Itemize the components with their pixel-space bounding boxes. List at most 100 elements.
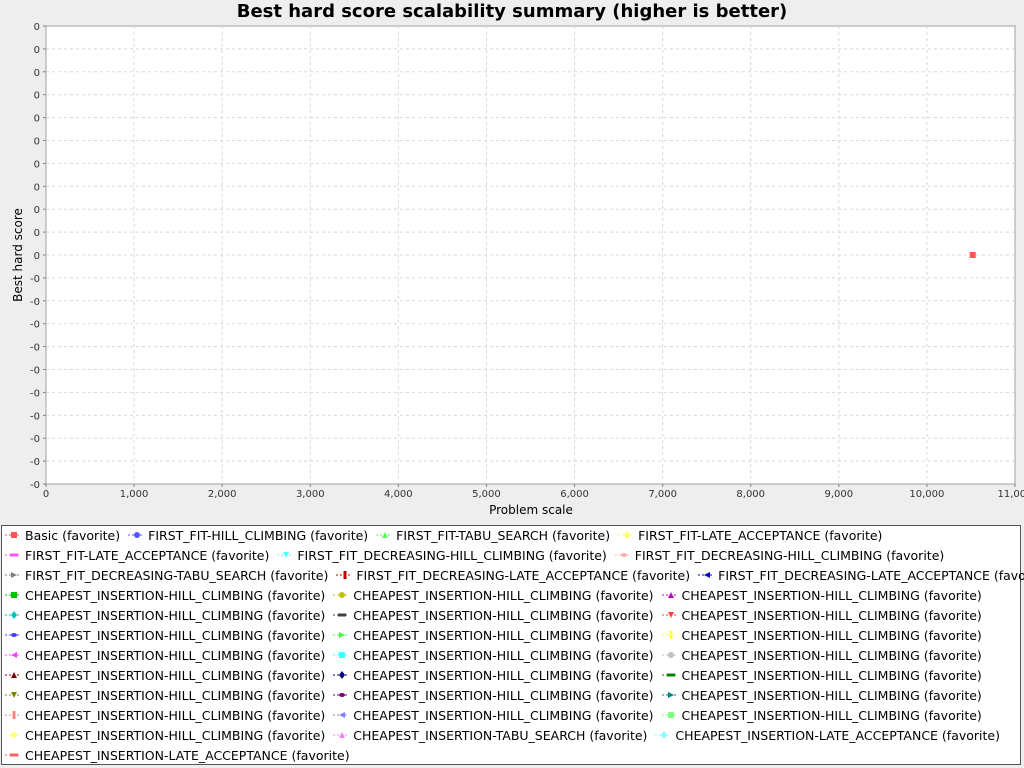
x-tick-label: 3,000 [296, 489, 325, 500]
y-tick-label: 0 [34, 159, 40, 170]
legend-marker-icon [661, 709, 678, 721]
y-tick-label: 0 [34, 182, 40, 193]
legend-label: CHEAPEST_INSERTION-HILL_CLIMBING (favori… [353, 648, 654, 663]
legend-label: CHEAPEST_INSERTION-LATE_ACCEPTANCE (favo… [675, 728, 1000, 743]
legend-row: Basic (favorite) FIRST_FIT-HILL_CLIMBING … [5, 526, 890, 546]
legend-label: CHEAPEST_INSERTION-HILL_CLIMBING (favori… [681, 608, 982, 623]
legend-marker-icon [333, 609, 350, 621]
y-tick-label: -0 [30, 480, 40, 491]
legend-item: CHEAPEST_INSERTION-HILL_CLIMBING (favori… [661, 666, 982, 686]
legend-label: CHEAPEST_INSERTION-HILL_CLIMBING (favori… [353, 708, 654, 723]
legend-marker-icon [661, 609, 678, 621]
legend-label: CHEAPEST_INSERTION-HILL_CLIMBING (favori… [25, 728, 326, 743]
legend-item: CHEAPEST_INSERTION-HILL_CLIMBING (favori… [5, 626, 325, 646]
y-tick-label: -0 [30, 457, 40, 468]
legend-row: CHEAPEST_INSERTION-HILL_CLIMBING (favori… [5, 606, 990, 626]
legend-label: CHEAPEST_INSERTION-HILL_CLIMBING (favori… [25, 708, 326, 723]
legend-marker-icon [376, 529, 393, 541]
legend-label: FIRST_FIT-TABU_SEARCH (favorite) [396, 528, 611, 543]
y-tick-label: 0 [34, 114, 40, 125]
legend-marker-icon [661, 589, 678, 601]
legend-label: CHEAPEST_INSERTION-LATE_ACCEPTANCE (favo… [25, 748, 350, 763]
legend-item: CHEAPEST_INSERTION-LATE_ACCEPTANCE (favo… [655, 726, 1000, 746]
legend-item: CHEAPEST_INSERTION-LATE_ACCEPTANCE (favo… [5, 746, 350, 766]
legend-marker-icon [5, 629, 21, 641]
legend-label: CHEAPEST_INSERTION-HILL_CLIMBING (favori… [681, 588, 982, 603]
legend-item: CHEAPEST_INSERTION-HILL_CLIMBING (favori… [661, 646, 982, 666]
legend-label: CHEAPEST_INSERTION-HILL_CLIMBING (favori… [353, 608, 654, 623]
legend-row: CHEAPEST_INSERTION-HILL_CLIMBING (favori… [5, 626, 990, 646]
legend-label: FIRST_FIT-HILL_CLIMBING (favorite) [148, 528, 369, 543]
x-tick-label: 0 [43, 489, 49, 500]
legend-marker-icon [5, 709, 21, 721]
y-tick-label: -0 [30, 388, 40, 399]
legend-marker-icon [5, 569, 21, 581]
legend-marker-icon [5, 529, 21, 541]
x-axis-label: Problem scale [489, 503, 573, 517]
legend-label: FIRST_FIT_DECREASING-LATE_ACCEPTANCE (fa… [718, 568, 1024, 583]
legend-row: CHEAPEST_INSERTION-HILL_CLIMBING (favori… [5, 646, 990, 666]
legend-marker-icon [333, 589, 350, 601]
legend-marker-icon [5, 729, 21, 741]
data-point [969, 252, 976, 258]
legend-label: FIRST_FIT_DECREASING-HILL_CLIMBING (favo… [634, 548, 945, 563]
legend-item: FIRST_FIT-TABU_SEARCH (favorite) [376, 526, 610, 546]
y-tick-label: -0 [30, 343, 40, 354]
legend-label: CHEAPEST_INSERTION-HILL_CLIMBING (favori… [353, 688, 654, 703]
legend-marker-icon [333, 649, 350, 661]
y-tick-label: -0 [30, 274, 40, 285]
legend-item: CHEAPEST_INSERTION-HILL_CLIMBING (favori… [661, 606, 982, 626]
legend-item: FIRST_FIT-LATE_ACCEPTANCE (favorite) [5, 546, 269, 566]
legend-item: CHEAPEST_INSERTION-HILL_CLIMBING (favori… [5, 666, 325, 686]
legend-label: CHEAPEST_INSERTION-HILL_CLIMBING (favori… [353, 588, 654, 603]
legend-label: CHEAPEST_INSERTION-HILL_CLIMBING (favori… [353, 668, 654, 683]
legend-item: FIRST_FIT-LATE_ACCEPTANCE (favorite) [618, 526, 882, 546]
legend-row: CHEAPEST_INSERTION-LATE_ACCEPTANCE (favo… [5, 746, 358, 766]
legend-item: CHEAPEST_INSERTION-HILL_CLIMBING (favori… [661, 706, 982, 726]
legend-marker-icon [661, 649, 678, 661]
legend-item: CHEAPEST_INSERTION-HILL_CLIMBING (favori… [333, 686, 654, 706]
legend-item: CHEAPEST_INSERTION-HILL_CLIMBING (favori… [661, 686, 982, 706]
x-tick-label: 9,000 [824, 489, 853, 500]
legend-label: FIRST_FIT-LATE_ACCEPTANCE (favorite) [638, 528, 883, 543]
legend-item: FIRST_FIT_DECREASING-LATE_ACCEPTANCE (fa… [336, 566, 690, 586]
chart-plot: 0 1,000 2,000 3,000 4,000 5,000 6,000 7,000 8,00… [11, 22, 1024, 517]
legend-marker-icon [128, 529, 145, 541]
legend-row: CHEAPEST_INSERTION-HILL_CLIMBING (favori… [5, 666, 990, 686]
legend-item: CHEAPEST_INSERTION-HILL_CLIMBING (favori… [333, 706, 654, 726]
legend-row: CHEAPEST_INSERTION-HILL_CLIMBING (favori… [5, 686, 990, 706]
legend-label: CHEAPEST_INSERTION-HILL_CLIMBING (favori… [25, 688, 326, 703]
y-tick-label: 0 [34, 228, 40, 239]
legend-label: FIRST_FIT-LATE_ACCEPTANCE (favorite) [25, 548, 270, 563]
legend-marker-icon [333, 689, 350, 701]
legend-item: CHEAPEST_INSERTION-HILL_CLIMBING (favori… [5, 586, 325, 606]
legend-marker-icon [5, 589, 21, 601]
x-tick-label: 5,000 [472, 489, 501, 500]
legend-item: CHEAPEST_INSERTION-HILL_CLIMBING (favori… [333, 666, 654, 686]
x-tick-label: 8,000 [736, 489, 765, 500]
legend-marker-icon [336, 569, 353, 581]
legend-marker-icon [333, 669, 350, 681]
legend-row: CHEAPEST_INSERTION-HILL_CLIMBING (favori… [5, 586, 990, 606]
legend-item: CHEAPEST_INSERTION-HILL_CLIMBING (favori… [5, 686, 325, 706]
legend-marker-icon [5, 749, 21, 761]
legend-label: CHEAPEST_INSERTION-HILL_CLIMBING (favori… [681, 708, 982, 723]
legend-label: CHEAPEST_INSERTION-HILL_CLIMBING (favori… [25, 648, 326, 663]
y-tick-label: 0 [34, 251, 40, 262]
legend-label: Basic (favorite) [25, 528, 121, 543]
legend-item: CHEAPEST_INSERTION-HILL_CLIMBING (favori… [5, 706, 325, 726]
legend-label: CHEAPEST_INSERTION-HILL_CLIMBING (favori… [681, 628, 982, 643]
chart-legend: Basic (favorite) FIRST_FIT-HILL_CLIMBING … [1, 525, 1024, 766]
legend-marker-icon [614, 549, 631, 561]
legend-marker-icon [333, 629, 350, 641]
legend-marker-icon [277, 549, 294, 561]
y-tick-label: -0 [30, 297, 40, 308]
legend-marker-icon [333, 709, 350, 721]
y-tick-label: 0 [34, 91, 40, 102]
y-tick-label: 0 [34, 137, 40, 148]
legend-row: CHEAPEST_INSERTION-HILL_CLIMBING (favori… [5, 726, 1008, 746]
legend-label: CHEAPEST_INSERTION-HILL_CLIMBING (favori… [353, 628, 654, 643]
legend-marker-icon [5, 689, 21, 701]
legend-marker-icon [661, 689, 678, 701]
legend-label: FIRST_FIT_DECREASING-LATE_ACCEPTANCE (fa… [356, 568, 691, 583]
